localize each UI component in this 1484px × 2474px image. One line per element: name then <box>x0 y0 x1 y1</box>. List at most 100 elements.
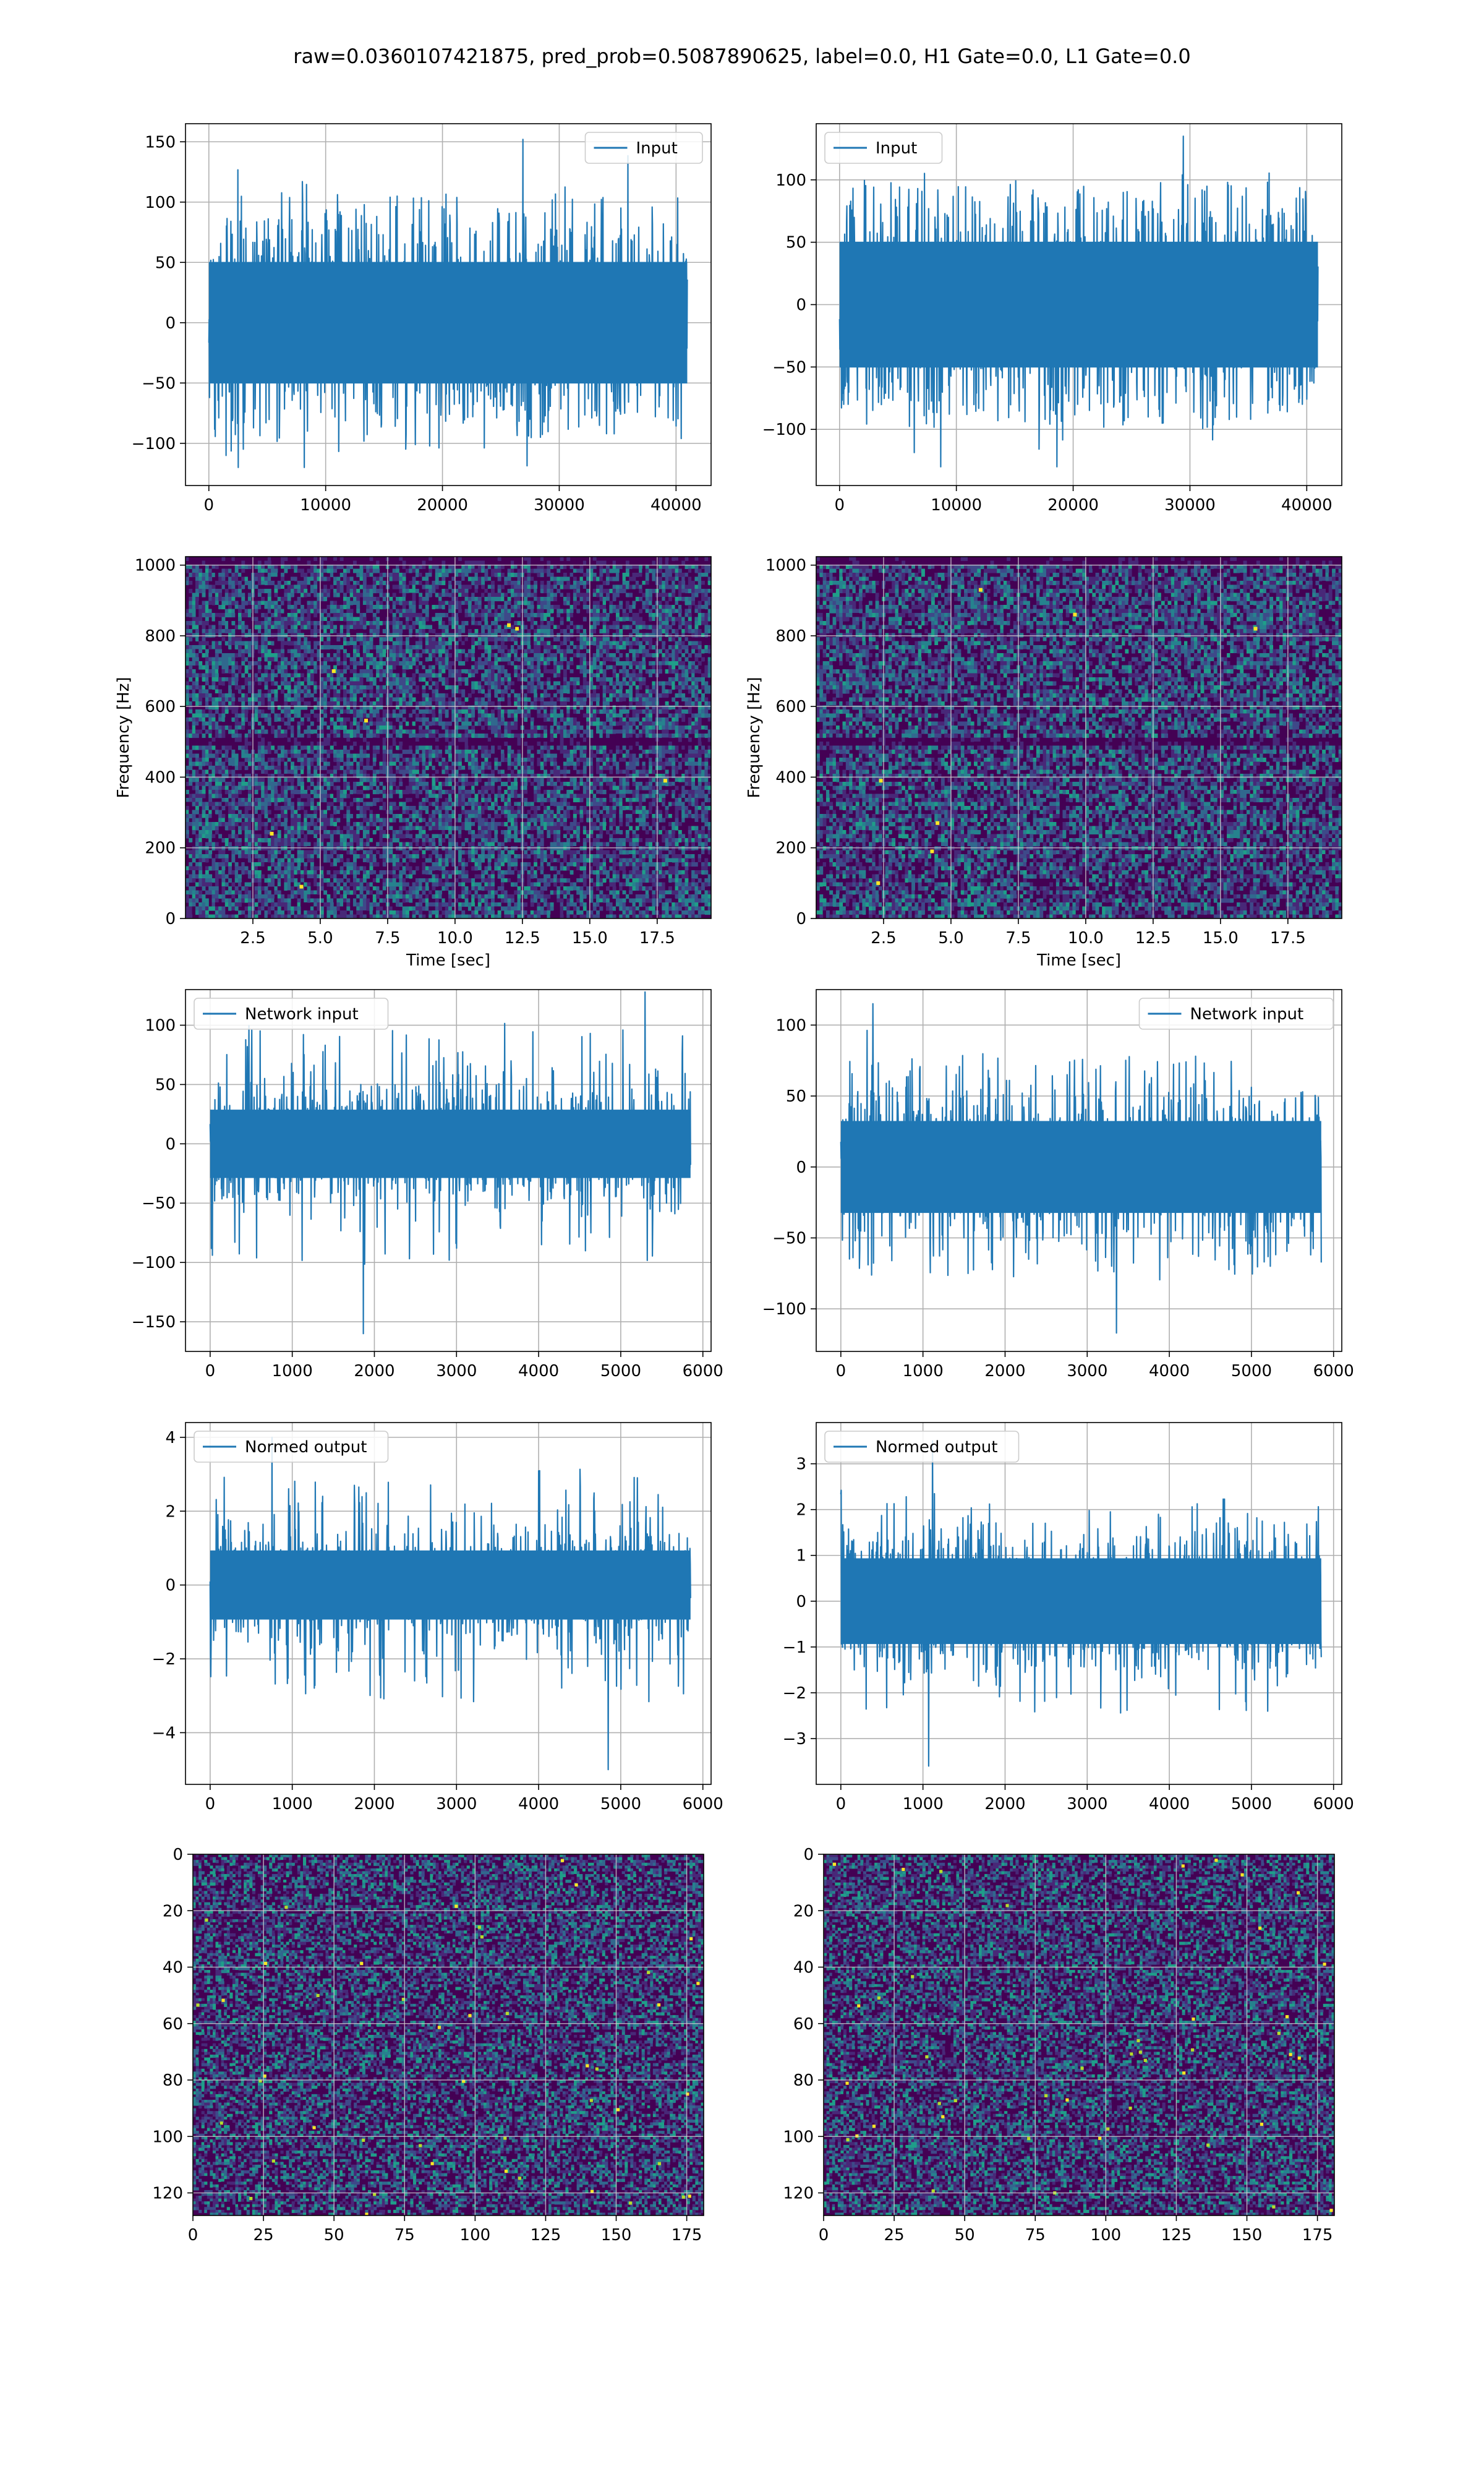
heatmap-cell <box>189 665 193 670</box>
heatmap-cell <box>553 637 557 642</box>
heatmap-cell <box>517 673 521 678</box>
heatmap-cell <box>599 597 603 602</box>
heatmap-cell <box>461 625 466 630</box>
heatmap-cell <box>504 637 508 642</box>
heatmap-cell <box>592 657 597 662</box>
heatmap-cell <box>231 645 236 650</box>
heatmap-cell <box>208 697 213 702</box>
heatmap-cell <box>376 565 380 570</box>
heatmap-cell <box>497 717 501 722</box>
heatmap-cell <box>454 589 459 594</box>
heatmap-cell <box>556 685 561 690</box>
heatmap-cell <box>672 581 676 586</box>
heatmap-cell <box>448 689 452 694</box>
heatmap-cell <box>402 589 406 594</box>
heatmap-cell <box>429 573 433 578</box>
heatmap-cell <box>346 581 351 586</box>
heatmap-cell <box>622 584 626 589</box>
heatmap-cell <box>484 641 488 646</box>
heatmap-cell <box>369 665 373 670</box>
heatmap-cell <box>241 629 245 634</box>
heatmap-cell <box>284 557 288 562</box>
heatmap-cell <box>471 713 475 718</box>
heatmap-cell <box>530 709 534 714</box>
heatmap-cell <box>441 697 446 702</box>
heatmap-cell <box>615 633 620 638</box>
heatmap-cell <box>451 705 456 710</box>
heatmap-cell <box>208 593 213 597</box>
heatmap-cell <box>534 597 538 602</box>
heatmap-cell <box>238 633 242 638</box>
heatmap-cell <box>615 661 620 666</box>
heatmap-cell <box>566 665 571 670</box>
heatmap-cell <box>684 657 689 662</box>
heatmap-cell <box>369 709 373 714</box>
heatmap-cell <box>602 673 607 678</box>
heatmap-cell <box>481 625 485 630</box>
heatmap-cell <box>254 617 258 622</box>
heatmap-cell <box>336 669 341 674</box>
heatmap-cell <box>645 605 649 610</box>
heatmap-cell <box>369 693 373 698</box>
heatmap-cell <box>547 597 551 602</box>
heatmap-cell <box>313 645 318 650</box>
heatmap-cell <box>372 589 377 594</box>
heatmap-cell <box>668 669 672 674</box>
heatmap-cell <box>359 637 364 642</box>
heatmap-cell <box>668 665 672 670</box>
heatmap-cell <box>678 685 682 690</box>
heatmap-cell <box>592 661 597 666</box>
heatmap-cell <box>284 617 288 622</box>
heatmap-cell <box>701 609 705 614</box>
heatmap-cell <box>615 617 620 622</box>
heatmap-cell <box>517 613 521 618</box>
heatmap-cell <box>402 593 406 597</box>
heatmap-cell <box>649 709 652 714</box>
heatmap-cell <box>186 609 189 614</box>
heatmap-cell <box>566 613 571 618</box>
heatmap-cell <box>441 576 446 581</box>
heatmap-cell <box>602 705 607 710</box>
heatmap-cell <box>688 584 692 589</box>
heatmap-cell <box>399 637 403 642</box>
heatmap-cell <box>294 605 298 610</box>
heatmap-cell <box>579 557 584 562</box>
heatmap-cell <box>642 613 646 618</box>
x-tick-label: 30000 <box>534 496 585 515</box>
heatmap-cell <box>471 605 475 610</box>
heatmap-cell <box>550 653 554 658</box>
heatmap-cell <box>494 717 498 722</box>
heatmap-cell <box>681 560 686 565</box>
heatmap-cell <box>665 693 669 698</box>
heatmap-cell <box>392 560 396 565</box>
heatmap-cell <box>487 705 492 710</box>
heatmap-cell <box>409 609 413 614</box>
heatmap-cell <box>586 584 591 589</box>
heatmap-cell <box>645 581 649 586</box>
heatmap-cell <box>402 693 406 698</box>
heatmap-cell <box>642 593 646 597</box>
heatmap-cell <box>369 653 373 658</box>
heatmap-cell <box>425 609 429 614</box>
heatmap-cell <box>211 705 216 710</box>
heatmap-cell <box>602 677 607 682</box>
heatmap-cell <box>392 641 396 646</box>
heatmap-cell <box>294 597 298 602</box>
heatmap-cell <box>642 649 646 654</box>
heatmap-cell <box>632 621 636 626</box>
heatmap-cell <box>333 581 337 586</box>
heatmap-cell <box>582 605 587 610</box>
heatmap-cell <box>284 673 288 678</box>
heatmap-cell <box>461 721 466 726</box>
heatmap-cell <box>224 641 229 646</box>
heatmap-cell <box>707 669 711 674</box>
heatmap-cell <box>218 701 223 706</box>
heatmap-cell <box>609 625 613 630</box>
heatmap-cell <box>534 584 538 589</box>
heatmap-cell <box>389 665 393 670</box>
heatmap-cell <box>612 560 616 565</box>
heatmap-cell <box>697 605 702 610</box>
heatmap-cell <box>681 621 686 626</box>
heatmap-cell <box>323 693 328 698</box>
heatmap-cell <box>346 633 351 638</box>
